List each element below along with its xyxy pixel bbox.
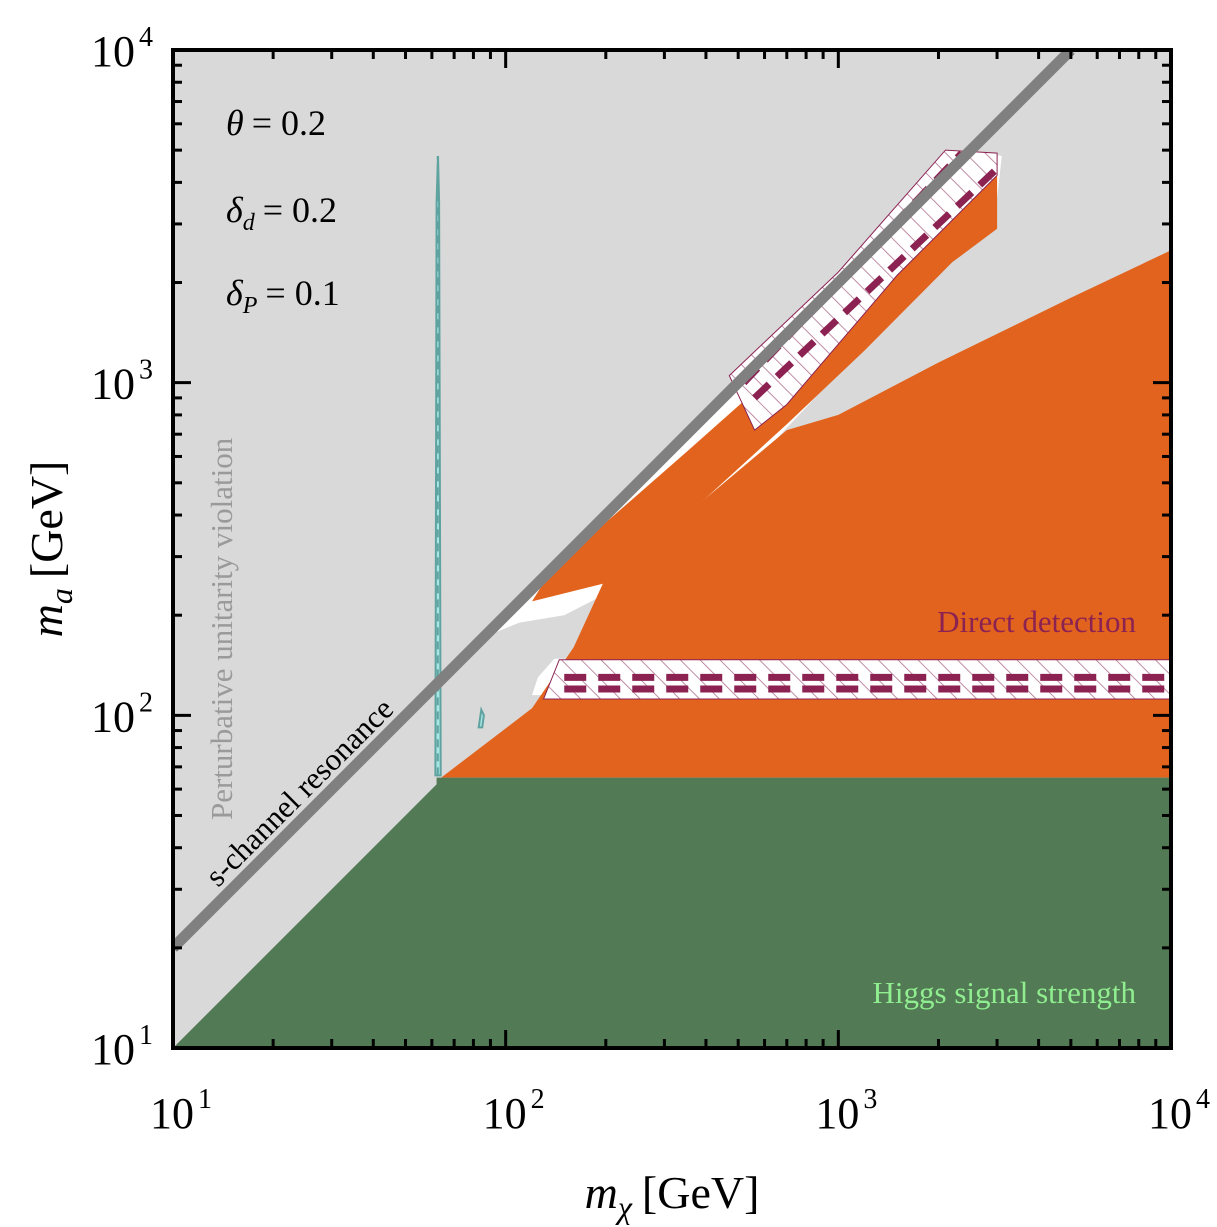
x-tick-labels: 10 1 10 2 10 3 10 4 (150, 1084, 1210, 1138)
label-higgs: Higgs signal strength (873, 975, 1137, 1010)
x-tick-label: 10 2 (483, 1084, 545, 1138)
y-tick-label: 10 2 (91, 687, 153, 741)
relic-region-lower (441, 250, 1171, 778)
y-tick-label: 10 1 (91, 1020, 153, 1074)
x-tick-label: 10 1 (150, 1084, 212, 1138)
direct-detection-band-diagonal (728, 149, 998, 431)
s-channel-resonance-line (173, 50, 1075, 952)
higgs-signal-strength-region (173, 777, 1171, 1048)
label-unitarity: Perturbative unitarity violation (204, 437, 239, 820)
x-tick-label: 10 4 (1148, 1084, 1210, 1138)
y-tick-label: 10 3 (91, 355, 153, 409)
plot-regions (173, 50, 1171, 1048)
y-axis-title: ma[GeV] (21, 461, 79, 638)
param-theta: θ = 0.2 (226, 103, 326, 143)
param-delta-d: δd = 0.2 (226, 190, 337, 236)
y-tick-label: 10 4 (91, 22, 153, 76)
axis-ticks (171, 50, 1171, 1050)
param-delta-p: δP = 0.1 (226, 273, 340, 319)
relic-small-feature (477, 706, 485, 729)
plot-frame (171, 48, 1173, 1050)
x-axis-title: mχ [GeV] (585, 1167, 760, 1225)
x-tick-label: 10 3 (815, 1084, 877, 1138)
label-direct-detection: Direct detection (937, 604, 1136, 639)
direct-detection-line-diagonal-lower (752, 166, 1000, 401)
